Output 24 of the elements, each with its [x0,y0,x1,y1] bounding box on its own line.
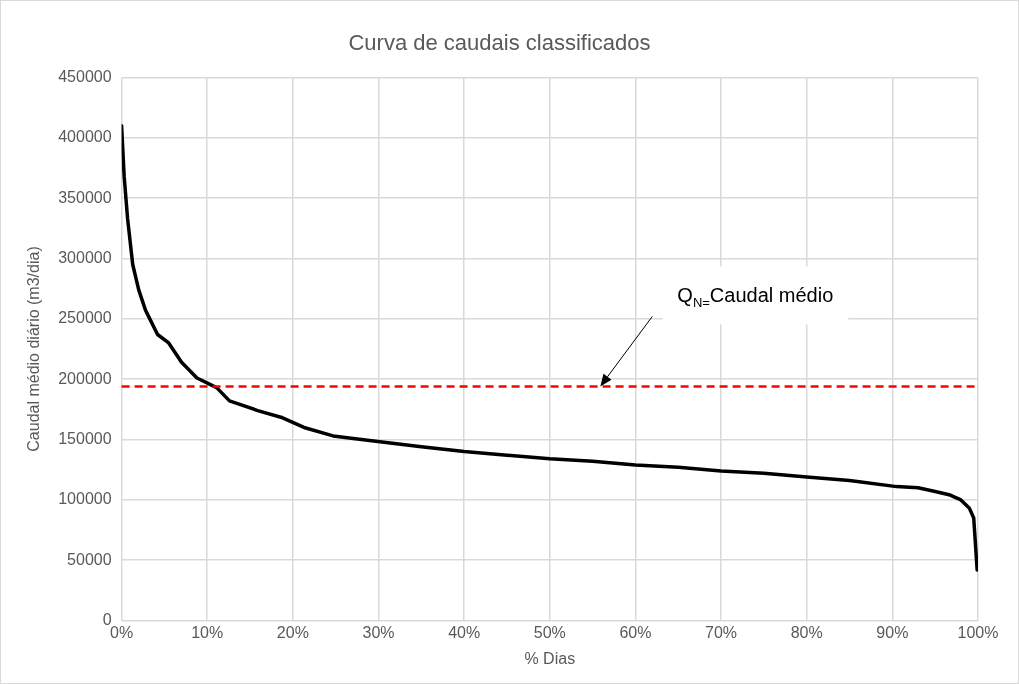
y-tick-label: 400000 [58,128,112,146]
x-tick-label: 30% [362,623,395,641]
x-tick-label: 60% [619,623,652,641]
y-tick-label: 450000 [58,67,112,85]
y-tick-label: 250000 [58,309,112,327]
x-tick-label: 90% [876,623,909,641]
y-tick-label: 50000 [67,550,112,568]
x-tick-label: 80% [790,623,823,641]
x-tick-label: 50% [533,623,566,641]
x-tick-label: 40% [448,623,481,641]
x-tick-label: 10% [191,623,224,641]
y-axis-title: Caudal médio diário (m3/dia) [25,246,43,452]
x-tick-label: 0% [110,623,134,641]
x-tick-label: 70% [705,623,738,641]
y-tick-label: 300000 [58,248,112,266]
y-tick-label: 100000 [58,490,112,508]
y-tick-label: 200000 [58,369,112,387]
y-tick-label: 350000 [58,188,112,206]
x-tick-label: 20% [276,623,309,641]
chart-title: Curva de caudais classificados [348,30,651,56]
y-tick-label: 0 [102,611,112,629]
x-tick-label: 100% [957,623,999,641]
y-tick-label: 150000 [58,429,112,447]
x-axis-title: % Dias [524,649,576,667]
